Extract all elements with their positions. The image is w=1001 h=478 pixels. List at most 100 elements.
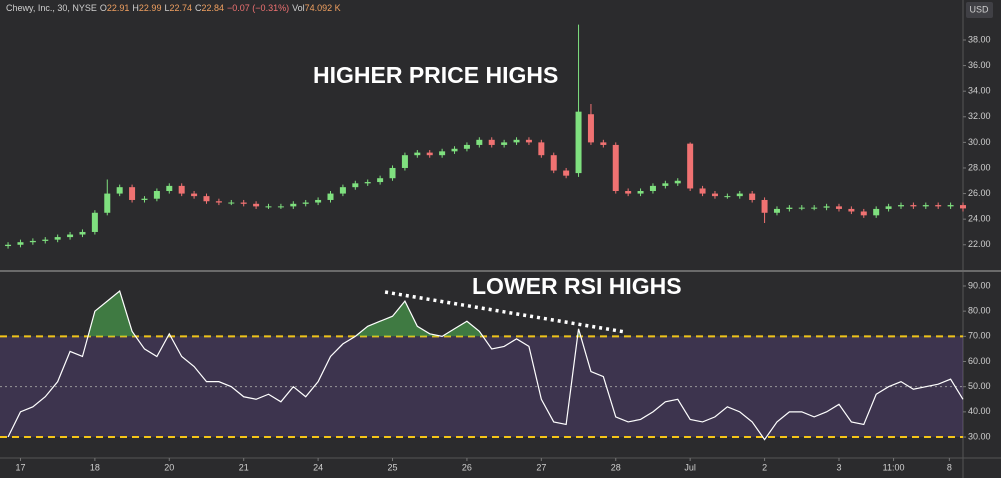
candle-body (215, 201, 222, 203)
candle-body (575, 111, 582, 174)
quote-value: 74.092 K (305, 3, 341, 13)
candle-body (823, 206, 830, 208)
candle-body (153, 191, 160, 199)
y-tick-label: 32.00 (968, 111, 991, 121)
y-tick-label: 90.00 (968, 280, 991, 290)
candle-body (600, 142, 607, 145)
candle-body (798, 207, 805, 209)
quote-value: 22.74 (169, 3, 192, 13)
candle-body (563, 170, 570, 176)
candle-body (922, 205, 929, 207)
x-tick-label: 28 (611, 462, 621, 472)
candle-body (265, 206, 272, 208)
quote-key: L (164, 3, 169, 13)
quote-key: H (132, 3, 139, 13)
quote-value: 22.91 (107, 3, 130, 13)
candle-body (5, 244, 12, 247)
y-tick-label: 60.00 (968, 356, 991, 366)
y-tick-label: 50.00 (968, 381, 991, 391)
candle-body (228, 202, 235, 204)
candle-body (538, 142, 545, 156)
candle-body (773, 208, 780, 213)
candle-body (525, 139, 532, 143)
y-tick-label: 38.00 (968, 34, 991, 44)
quote-value: 22.99 (139, 3, 162, 13)
candle-body (451, 148, 458, 152)
candle-body (67, 234, 74, 238)
rsi-annotation: LOWER RSI HIGHS (472, 273, 682, 299)
candle-body (203, 196, 210, 202)
candle-body (54, 237, 61, 240)
y-tick-label: 70.00 (968, 331, 991, 341)
candle-body (687, 143, 694, 189)
candle-body (873, 208, 880, 216)
x-tick-label: Jul (684, 462, 696, 472)
candle-body (488, 139, 495, 145)
candle-body (835, 206, 842, 209)
candle-body (711, 193, 718, 197)
candle-body (947, 205, 954, 207)
candle-body (166, 185, 173, 192)
candle-body (811, 207, 818, 209)
candle-body (749, 193, 756, 200)
quote-key: Vol (292, 3, 305, 13)
candle-body (550, 155, 557, 171)
candle-body (290, 203, 297, 207)
rsi-line (7, 290, 964, 441)
candle-body (79, 231, 86, 235)
y-tick-label: 40.00 (968, 406, 991, 416)
x-tick-label: 17 (15, 462, 25, 472)
candle-body (637, 191, 644, 194)
candle-body (439, 151, 446, 156)
candle-body (786, 207, 793, 209)
x-tick-label: 21 (239, 462, 249, 472)
quote-value: −0.07 (−0.31%) (227, 3, 289, 13)
candle-body (116, 187, 123, 194)
candle-body (885, 206, 892, 209)
candle-body (662, 183, 669, 186)
candle-body (897, 205, 904, 207)
candle-body (625, 191, 632, 194)
candle-body (104, 193, 111, 213)
candle-body (910, 205, 917, 207)
x-tick-label: 25 (388, 462, 398, 472)
candle-body (860, 211, 867, 216)
candle-body (724, 196, 731, 198)
currency-box (966, 2, 993, 18)
candle-body (17, 242, 24, 245)
candle-body (191, 193, 198, 197)
x-tick-label: 2 (762, 462, 767, 472)
y-tick-label: 22.00 (968, 239, 991, 249)
candle-body (612, 144, 619, 192)
y-tick-label: 24.00 (968, 214, 991, 224)
y-tick-label: 80.00 (968, 306, 991, 316)
candle-body (935, 205, 942, 207)
chart-title: Chewy, Inc., 30, NYSE (6, 3, 97, 13)
y-tick-label: 30.00 (968, 137, 991, 147)
candle-body (352, 183, 359, 188)
candle-body (476, 139, 483, 145)
candle-body (315, 199, 322, 203)
x-tick-label: 3 (836, 462, 841, 472)
quote-key: O (100, 3, 107, 13)
y-tick-label: 36.00 (968, 60, 991, 70)
candle-body (426, 152, 433, 156)
candle-body (848, 208, 855, 212)
x-tick-label: 24 (313, 462, 323, 472)
candle-body (463, 144, 470, 149)
candle-body (327, 193, 334, 200)
price-annotation: HIGHER PRICE HIGHS (313, 62, 558, 88)
candle-body (240, 202, 247, 204)
candle-body (29, 240, 36, 243)
y-tick-label: 26.00 (968, 188, 991, 198)
candle-body (42, 239, 49, 241)
candle-body (587, 114, 594, 143)
candle-body (253, 203, 260, 207)
currency: USD (969, 4, 989, 14)
candle-body (501, 142, 508, 145)
candle-body (377, 178, 384, 183)
candle-body (302, 202, 309, 204)
candle-body (699, 188, 706, 194)
